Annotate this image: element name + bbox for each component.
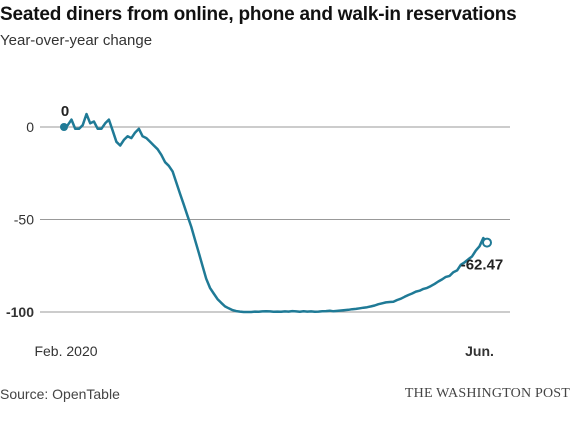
- x-tick-label: Feb. 2020: [34, 343, 97, 359]
- y-tick-label: -50: [14, 212, 34, 228]
- end-point-marker: [482, 237, 492, 248]
- source-note: Source: OpenTable: [0, 386, 120, 402]
- chart-title: Seated diners from online, phone and wal…: [0, 4, 517, 25]
- y-tick-label: 0: [26, 119, 34, 135]
- series-line: [62, 112, 489, 314]
- publisher-credit: THE WASHINGTON POST: [404, 386, 570, 401]
- y-tick-label: -100: [6, 304, 34, 320]
- end-value-label: -62.47: [461, 257, 504, 274]
- start-value-label: 0: [61, 103, 69, 120]
- x-tick-label: Jun.: [465, 343, 494, 359]
- start-point-marker: [60, 123, 68, 131]
- chart-subtitle: Year-over-year change: [0, 32, 153, 49]
